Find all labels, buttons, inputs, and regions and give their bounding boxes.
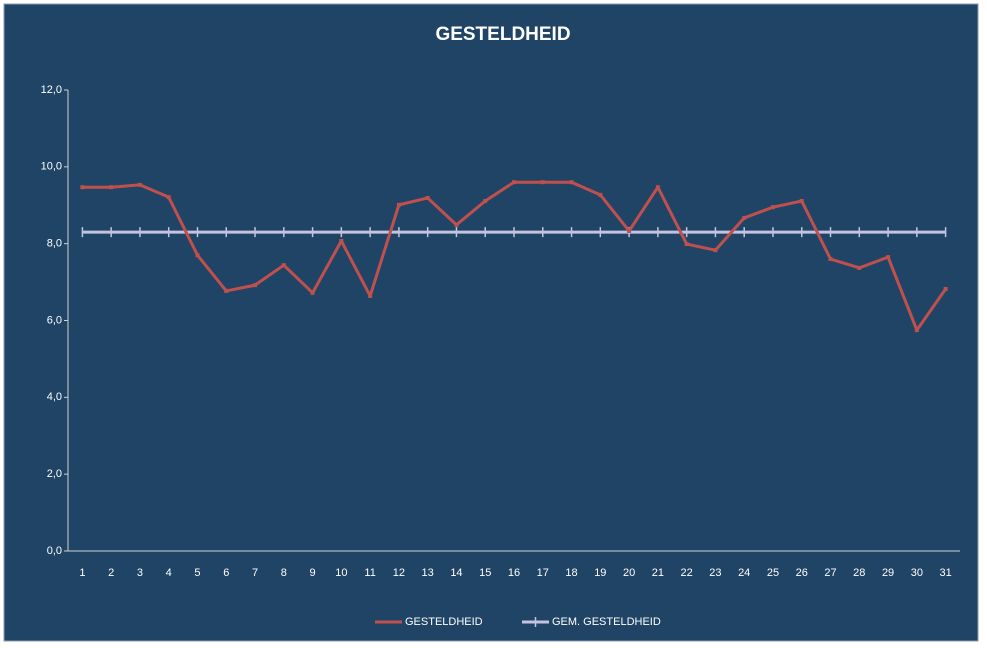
point-marker — [655, 185, 660, 190]
x-tick-label: 21 — [652, 567, 664, 579]
point-marker — [281, 263, 286, 268]
point-marker — [253, 283, 258, 288]
point-marker — [483, 199, 488, 204]
legend-label: GEM. GESTELDHEID — [552, 616, 661, 628]
x-tick-label: 28 — [853, 567, 865, 579]
x-tick-label: 27 — [824, 567, 836, 579]
point-marker — [137, 182, 142, 187]
x-tick-label: 9 — [310, 567, 316, 579]
x-tick-label: 18 — [565, 567, 577, 579]
x-tick-label: 10 — [335, 567, 347, 579]
point-marker — [166, 195, 171, 200]
chart-title: GESTELDHEID — [435, 24, 570, 45]
x-tick-label: 22 — [681, 567, 693, 579]
x-tick-label: 19 — [594, 567, 606, 579]
point-marker — [368, 293, 373, 298]
point-marker — [454, 222, 459, 227]
x-tick-label: 17 — [537, 567, 549, 579]
x-tick-label: 12 — [393, 567, 405, 579]
point-marker — [569, 180, 574, 185]
point-marker — [598, 192, 603, 197]
x-tick-label: 5 — [194, 567, 200, 579]
y-tick-label: 8,0 — [47, 238, 62, 250]
y-tick-label: 12,0 — [41, 84, 62, 96]
x-tick-label: 3 — [137, 567, 143, 579]
point-marker — [109, 185, 114, 190]
y-tick-label: 2,0 — [47, 468, 62, 480]
x-tick-label: 1 — [79, 567, 85, 579]
x-tick-label: 13 — [422, 567, 434, 579]
x-tick-label: 2 — [108, 567, 114, 579]
x-tick-label: 11 — [364, 567, 375, 579]
point-marker — [310, 290, 315, 295]
x-tick-label: 14 — [450, 567, 462, 579]
point-marker — [512, 180, 516, 185]
x-tick-label: 25 — [767, 567, 779, 579]
x-tick-label: 20 — [623, 567, 635, 579]
point-marker — [857, 265, 862, 270]
x-tick-label: 29 — [882, 567, 894, 579]
x-tick-label: 26 — [796, 567, 808, 579]
y-tick-label: 0,0 — [47, 545, 62, 557]
x-tick-label: 24 — [738, 567, 750, 579]
point-marker — [396, 202, 401, 207]
point-marker — [627, 228, 632, 233]
legend-label: GESTELDHEID — [405, 616, 483, 628]
point-marker — [886, 255, 891, 260]
x-tick-label: 8 — [281, 567, 287, 579]
y-tick-label: 6,0 — [47, 314, 62, 326]
x-tick-label: 6 — [223, 567, 229, 579]
point-marker — [799, 199, 804, 204]
y-tick-label: 4,0 — [47, 391, 62, 403]
point-marker — [943, 286, 948, 291]
x-tick-label: 31 — [939, 567, 951, 579]
point-marker — [339, 238, 344, 243]
point-marker — [713, 248, 718, 253]
point-marker — [80, 185, 85, 190]
point-marker — [742, 215, 747, 220]
point-marker — [914, 328, 919, 333]
x-tick-label: 15 — [479, 567, 491, 579]
x-tick-label: 4 — [166, 567, 172, 579]
point-marker — [425, 195, 430, 200]
x-tick-label: 16 — [508, 567, 520, 579]
chart-background — [3, 3, 979, 642]
point-marker — [684, 242, 689, 247]
point-marker — [770, 205, 775, 210]
point-marker — [540, 180, 545, 185]
y-tick-label: 10,0 — [41, 161, 62, 173]
point-marker — [195, 253, 200, 258]
point-marker — [828, 257, 833, 262]
point-marker — [224, 288, 229, 293]
x-tick-label: 7 — [252, 567, 258, 579]
x-tick-label: 30 — [911, 567, 923, 579]
x-tick-label: 23 — [709, 567, 721, 579]
